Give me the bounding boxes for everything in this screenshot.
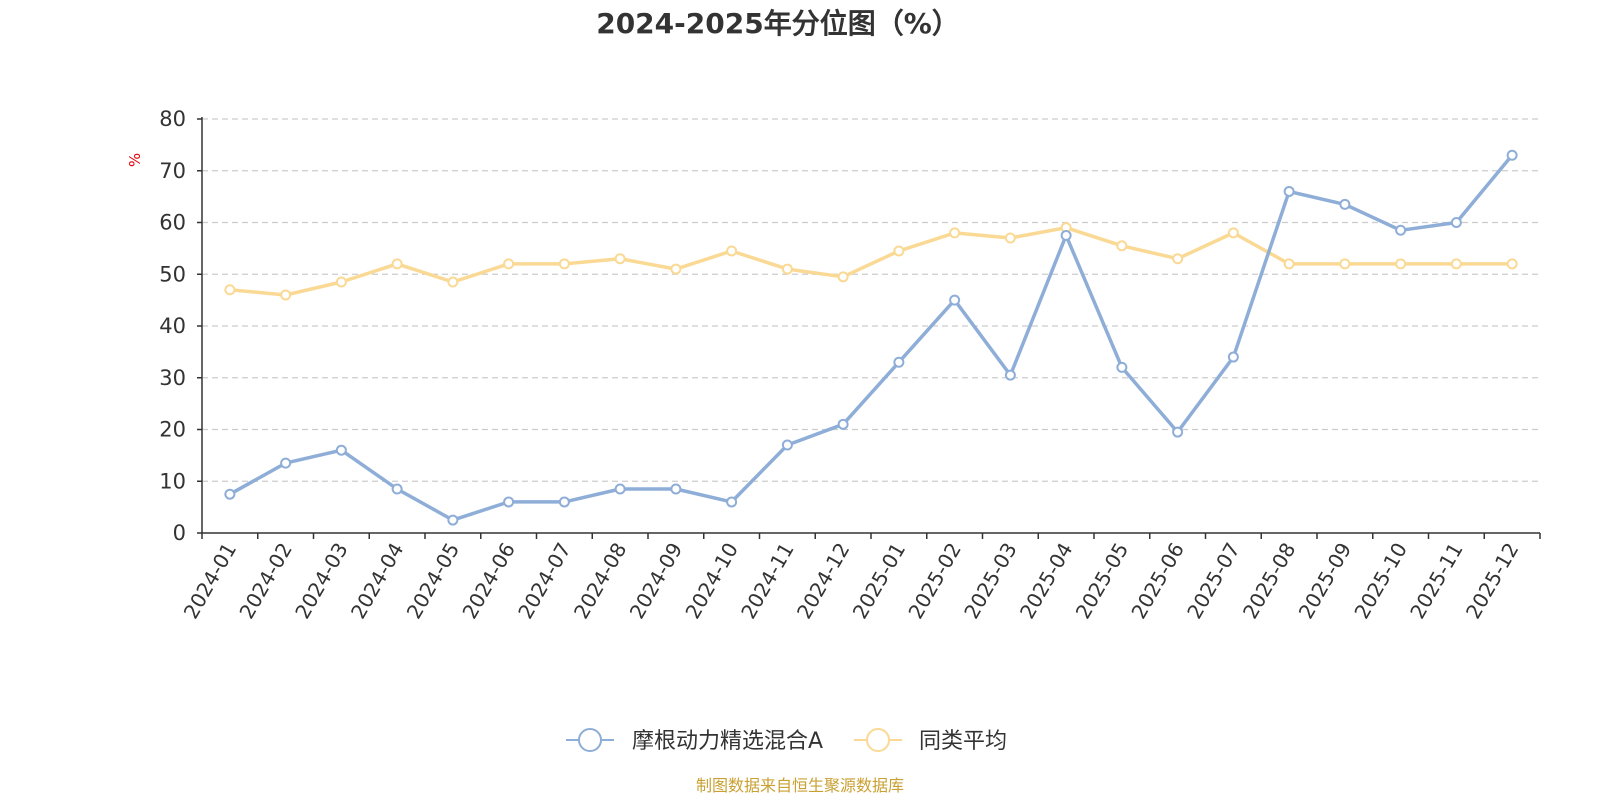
legend[interactable]: 摩根动力精选混合A 同类平均 xyxy=(566,728,1007,754)
y-tick-label: 10 xyxy=(159,469,186,493)
x-tick-label: 2025-11 xyxy=(1405,539,1468,623)
legend-label: 摩根动力精选混合A xyxy=(632,729,823,754)
x-tick-label: 2024-11 xyxy=(736,539,799,623)
data-point xyxy=(893,356,905,368)
x-tick-label: 2024-05 xyxy=(402,539,465,623)
data-point xyxy=(1004,369,1016,381)
x-tick-label: 2024-10 xyxy=(680,539,743,623)
x-tick-label: 2025-08 xyxy=(1238,539,1301,623)
series-lines xyxy=(224,149,1518,526)
data-point xyxy=(1116,240,1128,252)
data-point xyxy=(391,483,403,495)
data-point xyxy=(837,418,849,430)
y-axis-unit-label: % xyxy=(126,153,144,167)
y-tick-label: 50 xyxy=(159,262,186,286)
data-point xyxy=(1506,149,1518,161)
data-point xyxy=(1227,227,1239,239)
data-point xyxy=(447,276,459,288)
x-tick-label: 2025-10 xyxy=(1349,539,1412,623)
x-tick-label: 2025-05 xyxy=(1071,539,1134,623)
y-tick-label: 80 xyxy=(159,107,186,131)
x-tick-label: 2025-06 xyxy=(1126,539,1189,623)
legend-item-1[interactable]: 摩根动力精选混合A xyxy=(566,728,823,754)
x-tick-label: 2024-12 xyxy=(792,539,855,623)
data-point xyxy=(1506,258,1518,270)
data-point xyxy=(949,294,961,306)
data-point xyxy=(670,483,682,495)
legend-item-2[interactable]: 同类平均 xyxy=(854,728,1007,754)
data-point xyxy=(1004,232,1016,244)
data-point xyxy=(726,245,738,257)
x-tick-label: 2024-07 xyxy=(513,539,576,623)
y-tick-label: 60 xyxy=(159,211,186,235)
y-tick-label: 0 xyxy=(173,521,186,545)
grid-lines xyxy=(202,118,1540,482)
data-point xyxy=(726,496,738,508)
chart-title: 2024-2025年分位图（%） xyxy=(596,7,960,40)
data-point xyxy=(224,284,236,296)
x-tick-label: 2024-01 xyxy=(179,539,242,623)
data-point xyxy=(224,488,236,500)
x-tick-label: 2024-02 xyxy=(234,539,297,623)
data-point xyxy=(1060,229,1072,241)
data-point xyxy=(1339,198,1351,210)
series-1 xyxy=(224,149,1518,526)
axes: 010203040506070802024-012024-022024-0320… xyxy=(159,107,1541,623)
x-tick-label: 2024-04 xyxy=(346,539,409,623)
data-point xyxy=(1339,258,1351,270)
data-point xyxy=(614,483,626,495)
data-point xyxy=(558,496,570,508)
y-tick-label: 70 xyxy=(159,159,186,183)
data-point xyxy=(1283,185,1295,197)
data-point xyxy=(280,457,292,469)
data-point xyxy=(503,496,515,508)
x-tick-label: 2024-08 xyxy=(569,539,632,623)
legend-circle-icon xyxy=(866,728,890,752)
data-point xyxy=(1450,258,1462,270)
data-point xyxy=(1450,217,1462,228)
data-point xyxy=(1395,258,1407,270)
x-tick-label: 2024-09 xyxy=(625,539,688,623)
x-tick-label: 2025-01 xyxy=(848,539,911,623)
data-point xyxy=(670,263,682,275)
data-point xyxy=(893,245,905,257)
data-point xyxy=(1172,426,1184,438)
y-tick-label: 40 xyxy=(159,314,186,338)
x-tick-label: 2025-09 xyxy=(1294,539,1357,623)
x-tick-label: 2025-12 xyxy=(1461,539,1524,623)
x-tick-label: 2025-04 xyxy=(1015,539,1078,623)
x-tick-label: 2024-03 xyxy=(290,539,353,623)
legend-circle-icon xyxy=(578,728,602,752)
series-line xyxy=(229,154,1514,522)
x-tick-label: 2024-06 xyxy=(457,539,520,623)
y-tick-label: 30 xyxy=(159,366,186,390)
data-point xyxy=(447,514,459,526)
data-point xyxy=(781,439,793,451)
x-tick-label: 2025-02 xyxy=(903,539,966,623)
legend-label: 同类平均 xyxy=(919,729,1007,754)
x-tick-label: 2025-03 xyxy=(959,539,1022,623)
data-point xyxy=(558,258,570,270)
data-point xyxy=(391,258,403,270)
data-point xyxy=(1395,224,1407,236)
data-point xyxy=(949,227,961,239)
x-tick-label: 2025-07 xyxy=(1182,539,1245,623)
data-point xyxy=(837,271,849,283)
data-point xyxy=(614,253,626,265)
series-line xyxy=(229,225,1513,297)
data-point xyxy=(335,276,347,288)
data-point xyxy=(280,289,292,301)
series-2 xyxy=(224,222,1518,301)
data-point xyxy=(1172,253,1184,265)
data-point xyxy=(1116,361,1128,373)
data-point xyxy=(335,444,347,456)
data-point xyxy=(1227,351,1239,363)
data-point xyxy=(1283,258,1295,270)
y-tick-label: 20 xyxy=(159,418,186,442)
data-point xyxy=(503,258,515,270)
data-point xyxy=(781,263,793,275)
source-note: 制图数据来自恒生聚源数据库 xyxy=(696,776,904,795)
